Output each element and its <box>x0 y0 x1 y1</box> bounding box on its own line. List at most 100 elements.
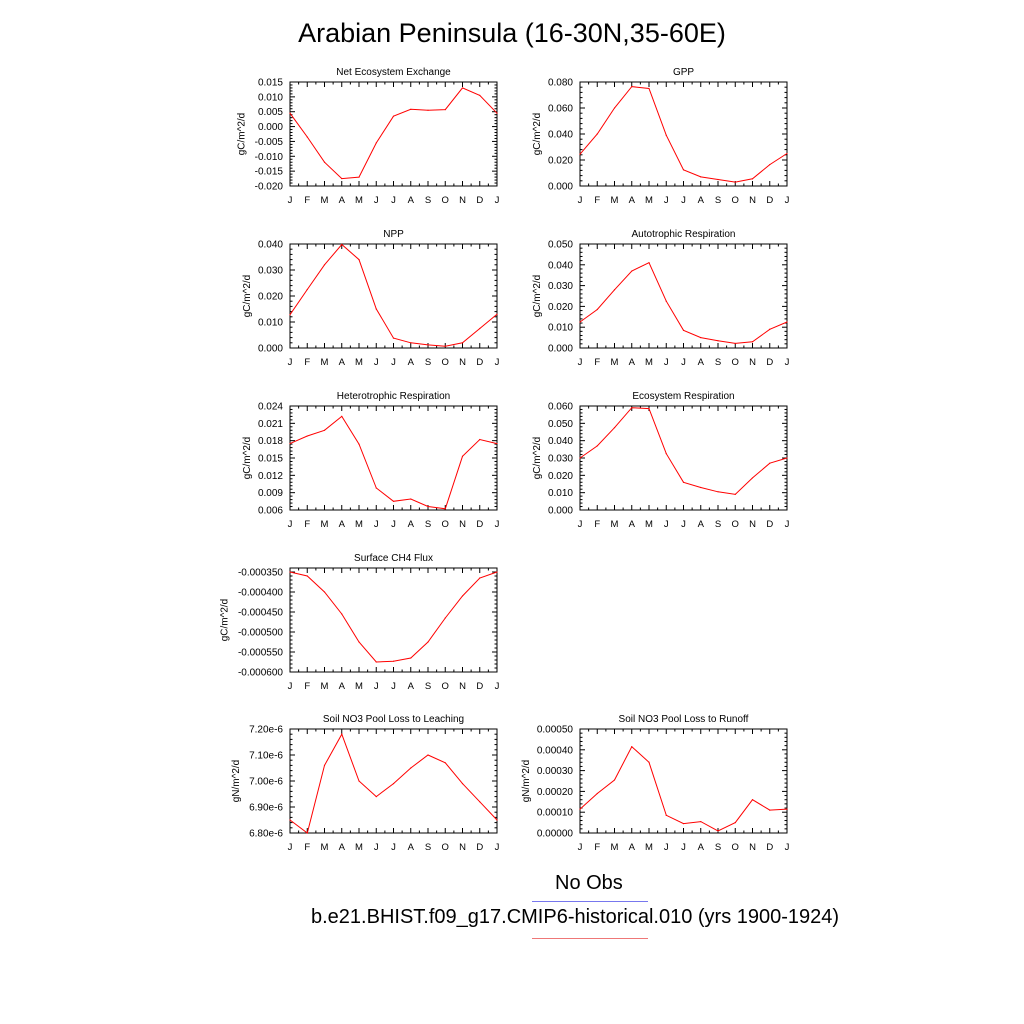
panel-title: NPP <box>383 229 404 240</box>
data-point <box>682 481 685 483</box>
data-point <box>631 270 633 272</box>
plot-frame <box>579 243 788 349</box>
x-tick-label: J <box>391 842 396 853</box>
data-point <box>700 176 702 178</box>
x-tick-label: S <box>425 842 431 853</box>
data-point <box>444 345 446 347</box>
plot-frame <box>579 405 788 511</box>
data-point <box>665 134 667 136</box>
data-point <box>375 142 377 144</box>
x-tick-label: N <box>749 357 756 368</box>
x-tick-label: M <box>645 842 653 853</box>
x-tick-label: A <box>698 519 705 530</box>
x-tick-label: J <box>664 195 669 206</box>
x-tick-label: S <box>715 842 721 853</box>
legend-obs-label: No Obs <box>555 872 623 894</box>
x-tick-label: A <box>408 195 415 206</box>
x-tick-label: S <box>425 519 431 530</box>
y-axis-label: gC/m^2/d <box>242 437 253 480</box>
x-tick-label: J <box>391 681 396 692</box>
y-tick-label: -0.000600 <box>238 668 283 679</box>
panel-8: J F M A M J J A S O N D J6.80e-66.90e-67.00e-67.10e-… <box>231 714 500 853</box>
y-tick-label: -0.020 <box>255 182 284 193</box>
x-tick-label: D <box>766 519 773 530</box>
x-tick-label: O <box>732 519 739 530</box>
data-point <box>734 181 736 183</box>
data-point <box>734 822 736 824</box>
data-point <box>461 595 464 597</box>
data-point <box>596 792 598 795</box>
data-point <box>289 442 291 445</box>
x-tick-label: M <box>645 195 653 206</box>
page-title: Arabian Peninsula (16-30N,35-60E) <box>298 18 726 48</box>
data-point <box>496 571 498 573</box>
data-point <box>375 661 377 663</box>
plot-frame <box>289 81 498 187</box>
x-tick-label: J <box>374 195 379 206</box>
data-point <box>665 814 667 816</box>
x-tick-label: A <box>629 519 636 530</box>
x-tick-label: D <box>766 357 773 368</box>
x-tick-label: J <box>495 519 500 530</box>
data-point <box>444 617 446 619</box>
y-tick-label: -0.000500 <box>238 628 283 639</box>
x-tick-label: J <box>374 681 379 692</box>
data-point <box>496 442 498 445</box>
data-point <box>289 819 291 821</box>
y-tick-label: 0.018 <box>258 436 283 447</box>
panel-title: Soil NO3 Pool Loss to Runoff <box>619 714 749 725</box>
x-tick-label: M <box>611 842 619 853</box>
y-tick-label: 0.00020 <box>537 787 574 798</box>
x-tick-label: J <box>785 519 790 530</box>
data-point <box>427 505 429 508</box>
x-tick-label: F <box>304 195 310 206</box>
data-point <box>358 780 360 782</box>
x-tick-label: O <box>442 842 449 853</box>
x-tick-label: J <box>495 681 500 692</box>
x-tick-label: S <box>715 357 721 368</box>
series-line <box>289 243 498 347</box>
x-tick-label: A <box>698 842 705 853</box>
data-point <box>717 830 719 832</box>
y-tick-label: 0.000 <box>548 344 573 355</box>
x-tick-label: M <box>321 681 329 692</box>
data-point <box>306 136 308 138</box>
data-point <box>341 733 343 735</box>
y-tick-label: 0.010 <box>548 323 573 334</box>
data-point <box>392 660 395 662</box>
data-point <box>341 243 343 246</box>
panel-title: Heterotrophic Respiration <box>337 391 450 402</box>
series-line <box>579 407 788 495</box>
data-point <box>648 87 650 90</box>
y-tick-label: 0.00030 <box>537 766 574 777</box>
data-point <box>358 641 360 643</box>
x-tick-label: J <box>578 842 583 853</box>
x-tick-label: S <box>715 195 721 206</box>
plot-frame <box>579 81 788 187</box>
data-point <box>769 462 771 464</box>
x-tick-label: M <box>355 842 363 853</box>
y-tick-label: 0.012 <box>258 471 283 482</box>
x-tick-label: M <box>611 519 619 530</box>
data-point <box>631 85 633 88</box>
x-tick-label: D <box>766 842 773 853</box>
x-tick-label: N <box>459 357 466 368</box>
panel-5: J F M A M J J A S O N D J0.0060.0090.0120.0150.0180.… <box>242 391 500 530</box>
data-point <box>410 498 412 500</box>
y-tick-label: 0.020 <box>548 156 573 167</box>
x-tick-label: J <box>288 357 293 368</box>
x-tick-label: M <box>321 357 329 368</box>
x-tick-label: J <box>374 842 379 853</box>
panel-6: J F M A M J J A S O N D J0.0000.0100.0200.0300.0400.… <box>532 391 790 530</box>
data-point <box>579 457 581 459</box>
data-point <box>392 337 395 339</box>
y-tick-label: -0.005 <box>255 137 284 148</box>
y-tick-label: 0.005 <box>258 107 283 118</box>
data-point <box>613 289 616 291</box>
data-point <box>289 571 291 573</box>
y-tick-label: 0.050 <box>548 419 573 430</box>
x-tick-label: M <box>321 519 329 530</box>
data-point <box>579 153 581 155</box>
y-tick-label: 0.021 <box>258 419 283 430</box>
x-tick-label: M <box>321 195 329 206</box>
